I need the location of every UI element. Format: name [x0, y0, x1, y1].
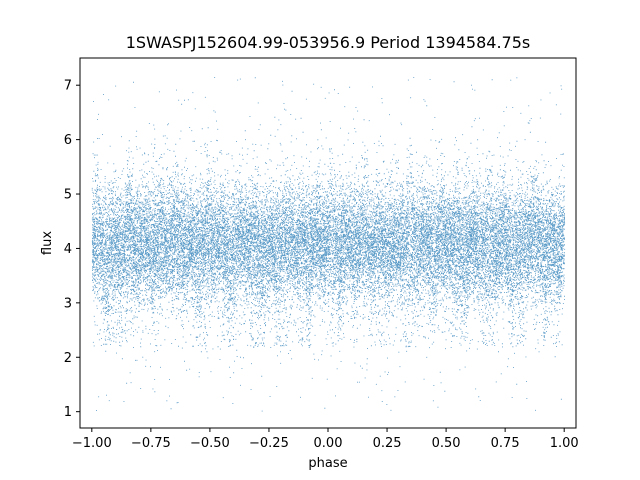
x-tick-label: 0.00	[314, 436, 343, 451]
scatter-points	[91, 77, 566, 412]
x-tick-label: 0.25	[373, 436, 402, 451]
x-tick-label: 1.00	[550, 436, 579, 451]
x-tick-label: −0.75	[131, 436, 171, 451]
x-tick-label: 0.50	[432, 436, 461, 451]
x-tick-label: −0.50	[190, 436, 230, 451]
y-axis-label: flux	[40, 231, 55, 255]
chart-title: 1SWASPJ152604.99-053956.9 Period 1394584…	[126, 33, 531, 52]
x-axis-label: phase	[308, 456, 347, 471]
y-tick-label: 1	[64, 405, 72, 420]
y-tick-label: 4	[64, 242, 72, 257]
x-tick-label: −1.00	[72, 436, 112, 451]
y-tick-label: 6	[64, 133, 72, 148]
data-points	[91, 77, 566, 412]
y-tick-label: 7	[64, 79, 72, 94]
x-tick-label: −0.25	[249, 436, 289, 451]
x-tick-label: 0.75	[491, 436, 520, 451]
x-axis: −1.00 −0.75 −0.50 −0.25 0.00 0.25 0.50 0.75 1.00	[72, 428, 579, 451]
y-axis: 1 2 3 4 5 6 7	[64, 79, 80, 420]
y-tick-label: 2	[64, 351, 72, 366]
y-tick-label: 3	[64, 296, 72, 311]
y-tick-label: 5	[64, 188, 72, 203]
